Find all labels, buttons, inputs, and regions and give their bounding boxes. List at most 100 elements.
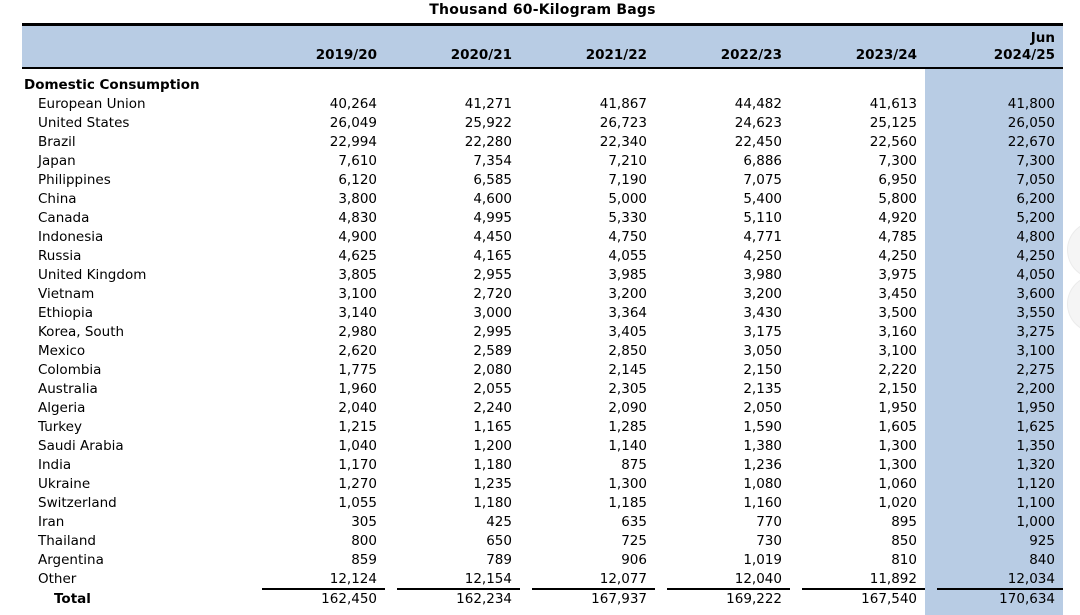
value-cell: 3,450 bbox=[878, 285, 917, 302]
value-cell: 1,285 bbox=[608, 418, 647, 435]
value-cell: 1,040 bbox=[338, 437, 377, 454]
row-label: Total bbox=[54, 590, 91, 607]
value-cell: 6,120 bbox=[338, 171, 377, 188]
value-cell: 7,050 bbox=[925, 169, 1063, 189]
value-cell: 1,060 bbox=[878, 475, 917, 492]
row-label: Australia bbox=[38, 380, 98, 397]
row-china: China 3,800 4,600 5,000 5,400 5,800 6,200 bbox=[22, 188, 1063, 208]
row-brazil: Brazil 22,994 22,280 22,340 22,450 22,560 22,6… bbox=[22, 131, 1063, 151]
value-cell: 1,120 bbox=[925, 473, 1063, 493]
value-cell bbox=[385, 68, 520, 94]
col-header-2022-23: 2022/23 bbox=[655, 23, 790, 69]
value-cell: 2,720 bbox=[473, 285, 512, 302]
header-row: 2019/20 2020/21 2021/22 2022/23 2023/24 Jun 20… bbox=[22, 23, 1063, 69]
value-cell: 3,980 bbox=[743, 266, 782, 283]
value-cell bbox=[655, 68, 790, 94]
value-cell: 7,300 bbox=[878, 152, 917, 169]
value-cell: 1,300 bbox=[878, 456, 917, 473]
value-cell: 1,100 bbox=[925, 492, 1063, 512]
section-row-domestic-consumption: Domestic Consumption bbox=[22, 67, 1063, 94]
value-cell: 1,270 bbox=[338, 475, 377, 492]
row-other: Other 12,124 12,154 12,077 12,040 11,892 12,03… bbox=[22, 568, 1063, 588]
value-cell: 800 bbox=[351, 532, 377, 549]
value-cell: 4,625 bbox=[338, 247, 377, 264]
value-cell: 12,077 bbox=[599, 570, 647, 587]
row-label-column-header bbox=[22, 23, 250, 69]
row-label: China bbox=[38, 190, 77, 207]
value-cell: 5,330 bbox=[608, 209, 647, 226]
row-united-states: United States 26,049 25,922 26,723 24,623 25,… bbox=[22, 112, 1063, 132]
value-cell: 6,200 bbox=[925, 188, 1063, 208]
row-label: Canada bbox=[38, 209, 90, 226]
value-cell: 3,100 bbox=[925, 340, 1063, 360]
value-cell: 6,950 bbox=[878, 171, 917, 188]
scroll-widget[interactable] bbox=[1068, 276, 1080, 332]
value-cell: 2,275 bbox=[925, 359, 1063, 379]
value-cell: 3,200 bbox=[743, 285, 782, 302]
value-cell: 1,215 bbox=[338, 418, 377, 435]
value-cell: 4,900 bbox=[338, 228, 377, 245]
value-cell: 12,040 bbox=[734, 570, 782, 587]
value-cell: 4,165 bbox=[473, 247, 512, 264]
value-cell: 1,625 bbox=[925, 416, 1063, 436]
value-cell: 22,340 bbox=[599, 133, 647, 150]
value-cell: 41,271 bbox=[464, 95, 512, 112]
value-cell: 7,300 bbox=[925, 150, 1063, 170]
value-cell: 2,200 bbox=[925, 378, 1063, 398]
value-cell: 859 bbox=[351, 551, 377, 568]
value-cell: 22,560 bbox=[869, 133, 917, 150]
value-cell: 4,995 bbox=[473, 209, 512, 226]
value-cell bbox=[925, 67, 1063, 94]
value-cell: 2,955 bbox=[473, 266, 512, 283]
value-cell: 1,140 bbox=[608, 437, 647, 454]
row-ethiopia: Ethiopia 3,140 3,000 3,364 3,430 3,500 3,550 bbox=[22, 302, 1063, 322]
value-cell: 3,364 bbox=[608, 304, 647, 321]
value-cell: 11,892 bbox=[869, 570, 917, 587]
value-cell: 730 bbox=[756, 532, 782, 549]
value-cell: 162,234 bbox=[385, 587, 520, 615]
value-cell: 906 bbox=[621, 551, 647, 568]
row-label: Domestic Consumption bbox=[24, 76, 200, 93]
value-cell: 4,250 bbox=[878, 247, 917, 264]
value-cell bbox=[250, 68, 385, 94]
row-switzerland: Switzerland 1,055 1,180 1,185 1,160 1,020 1,10… bbox=[22, 492, 1063, 512]
row-label: Mexico bbox=[38, 342, 86, 359]
row-label: Thailand bbox=[38, 532, 96, 549]
value-cell: 4,920 bbox=[878, 209, 917, 226]
value-cell: 22,994 bbox=[329, 133, 377, 150]
value-cell: 840 bbox=[925, 549, 1063, 569]
value-cell: 6,886 bbox=[743, 152, 782, 169]
value-cell: 25,922 bbox=[464, 114, 512, 131]
value-cell: 1,020 bbox=[878, 494, 917, 511]
scroll-widget[interactable] bbox=[1068, 222, 1080, 278]
col-header-2021-22: 2021/22 bbox=[520, 23, 655, 69]
row-label: Japan bbox=[38, 152, 76, 169]
value-cell: 3,805 bbox=[338, 266, 377, 283]
row-label: Korea, South bbox=[38, 323, 125, 340]
row-label: Iran bbox=[38, 513, 65, 530]
value-cell: 25,125 bbox=[869, 114, 917, 131]
row-label: United States bbox=[38, 114, 130, 131]
value-cell: 6,585 bbox=[473, 171, 512, 188]
value-cell: 4,600 bbox=[473, 190, 512, 207]
value-cell: 26,050 bbox=[925, 112, 1063, 132]
row-algeria: Algeria 2,040 2,240 2,090 2,050 1,950 1,950 bbox=[22, 397, 1063, 417]
value-cell: 7,190 bbox=[608, 171, 647, 188]
value-cell: 2,850 bbox=[608, 342, 647, 359]
value-cell: 4,830 bbox=[338, 209, 377, 226]
row-label: Ukraine bbox=[38, 475, 91, 492]
value-cell: 1,605 bbox=[878, 418, 917, 435]
consumption-table: 2019/20 2020/21 2021/22 2022/23 2023/24 Jun 20… bbox=[22, 23, 1063, 615]
value-cell: 12,154 bbox=[464, 570, 512, 587]
report-title: Thousand 60-Kilogram Bags bbox=[429, 2, 656, 18]
row-philippines: Philippines 6,120 6,585 7,190 7,075 6,950 7,05… bbox=[22, 169, 1063, 189]
value-cell: 41,800 bbox=[925, 93, 1063, 113]
value-cell: 2,040 bbox=[338, 399, 377, 416]
value-cell: 4,450 bbox=[473, 228, 512, 245]
col-header-2019-20: 2019/20 bbox=[250, 23, 385, 69]
value-cell: 1,165 bbox=[473, 418, 512, 435]
value-cell: 3,500 bbox=[878, 304, 917, 321]
value-cell: 1,590 bbox=[743, 418, 782, 435]
value-cell: 1,960 bbox=[338, 380, 377, 397]
value-cell: 4,250 bbox=[925, 245, 1063, 265]
